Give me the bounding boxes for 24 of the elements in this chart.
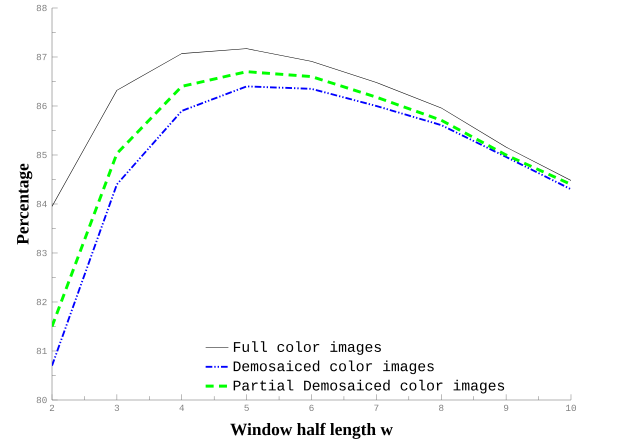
x-tick-label: 7 (374, 404, 378, 411)
y-tick-label: 81 (36, 348, 47, 354)
y-tick-label: 85 (36, 152, 47, 158)
y-tick-label: 86 (36, 102, 47, 110)
legend-label: Partial Demosaiced color images (234, 380, 504, 394)
y-tick-label: 84 (36, 200, 47, 208)
x-axis-title: Window half length w (230, 422, 393, 439)
legend-label: Demosaiced color images (234, 360, 434, 374)
x-tick-label: 3 (114, 404, 120, 412)
line-series (52, 70, 571, 328)
y-tick-label: 82 (36, 298, 47, 306)
x-tick-label: 8 (439, 404, 444, 412)
x-tick-label: 6 (309, 404, 314, 412)
x-tick-label: 2 (50, 404, 54, 411)
y-tick-label: 88 (36, 4, 47, 12)
x-tick-label: 4 (179, 404, 184, 411)
y-axis-title: Percentage (17, 164, 32, 244)
x-tick-label: 5 (244, 404, 249, 411)
x-tick-label: 9 (504, 404, 508, 412)
y-tick-label: 87 (36, 54, 47, 60)
y-tick-label: 80 (36, 396, 47, 404)
y-tick-label: 83 (36, 250, 47, 256)
x-tick-label: 10 (566, 404, 576, 412)
legend-label: Full color images (234, 341, 381, 355)
